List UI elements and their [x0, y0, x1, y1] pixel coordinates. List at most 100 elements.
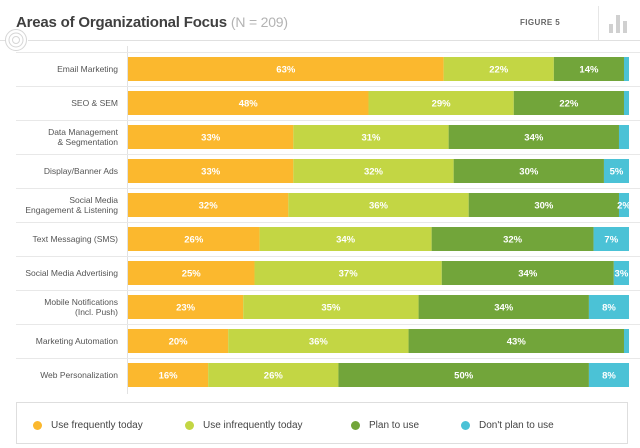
data-label: 34%: [336, 235, 356, 246]
data-label: 3%: [615, 269, 629, 280]
data-label: 8%: [602, 371, 616, 382]
data-label: 26%: [184, 235, 204, 246]
legend-swatch: [33, 420, 42, 430]
data-label: 36%: [369, 201, 389, 212]
bar-segment: [613, 261, 629, 285]
category-label: Social Media Advertising: [25, 268, 118, 278]
data-label: 7%: [604, 235, 618, 246]
category-label: (Incl. Push): [75, 307, 118, 317]
data-label: 26%: [264, 371, 284, 382]
bar-segment: [243, 295, 419, 319]
data-label: 22%: [559, 99, 579, 110]
data-label: 2%: [617, 201, 631, 212]
bar-segment: [368, 91, 514, 115]
category-label: Engagement & Listening: [25, 205, 118, 215]
legend-label: Use frequently today: [51, 419, 143, 431]
legend-label: Plan to use: [369, 419, 420, 431]
data-label: 30%: [534, 201, 554, 212]
data-label: 20%: [169, 337, 189, 348]
data-label: 32%: [503, 235, 523, 246]
legend: Use frequently today Use infrequently to…: [16, 402, 628, 444]
category-label: Data Management: [48, 127, 119, 137]
data-label: 23%: [176, 303, 196, 314]
data-label: 37%: [339, 269, 359, 280]
data-label: 48%: [239, 99, 259, 110]
stacked-bar-chart: Email Marketing 63% 22% 14% SEO & SEM 48% 29% 2…: [0, 46, 640, 394]
data-label: 22%: [489, 65, 509, 76]
bar-segment: [254, 261, 442, 285]
chart-svg: Email Marketing 63% 22% 14% SEO & SEM 48% 29% 2…: [16, 46, 640, 394]
bar-segment: [431, 227, 594, 251]
data-label: 63%: [276, 65, 296, 76]
bar-segment: [208, 363, 339, 387]
bar-segment: [588, 363, 629, 387]
bar-segment: [593, 227, 629, 251]
legend-swatch: [185, 420, 194, 430]
bar-segment: [448, 125, 619, 149]
legend-item-use-infrequently: Use infrequently today: [185, 418, 303, 432]
legend-item-dont-plan-to-use: Don't plan to use: [461, 418, 554, 432]
data-label: 34%: [524, 133, 544, 144]
bar-segment: [618, 125, 629, 149]
target-icon: [5, 29, 27, 51]
header-rule: [28, 40, 640, 41]
header-rule-left: [0, 40, 6, 41]
data-label: 43%: [507, 337, 527, 348]
legend-label: Use infrequently today: [203, 419, 303, 431]
bar-segment: [128, 227, 260, 251]
data-label: 29%: [432, 99, 452, 110]
category-label: SEO & SEM: [71, 98, 118, 108]
bar-segment: [128, 159, 294, 183]
data-label: 34%: [518, 269, 538, 280]
category-label: Marketing Automation: [36, 336, 118, 346]
bar-segment: [128, 193, 289, 217]
bar-segment: [443, 57, 554, 81]
legend-label: Don't plan to use: [479, 419, 554, 431]
bar-segment: [128, 295, 244, 319]
data-label: 25%: [182, 269, 202, 280]
legend-item-use-frequently: Use frequently today: [33, 418, 143, 432]
sample-size-note: (N = 209): [230, 14, 288, 30]
category-label: Text Messaging (SMS): [33, 234, 119, 244]
bar-segment: [228, 329, 409, 353]
bar-segment: [128, 57, 444, 81]
data-label: 5%: [610, 167, 624, 178]
bar-segment: [618, 193, 629, 217]
category-label: Social Media: [69, 195, 118, 205]
chart-header: Areas of Organizational Focus (N = 209) …: [0, 0, 640, 46]
bar-segment: [293, 125, 449, 149]
bar-segment: [603, 159, 629, 183]
legend-item-plan-to-use: Plan to use: [351, 418, 419, 432]
bar-segment: [553, 57, 624, 81]
data-label: 35%: [321, 303, 341, 314]
bar-segment: [441, 261, 614, 285]
data-label: 8%: [602, 303, 616, 314]
category-label: Display/Banner Ads: [44, 166, 118, 176]
bar-segment: [338, 363, 589, 387]
bar-segment: [623, 57, 629, 81]
bar-chart-icon: [609, 15, 627, 33]
category-label: Mobile Notifications: [44, 297, 118, 307]
category-label: Web Personalization: [40, 370, 118, 380]
bar-segment: [468, 193, 619, 217]
bar-segment: [128, 329, 229, 353]
legend-swatch: [461, 420, 470, 430]
legend-swatch: [351, 420, 360, 430]
data-label: 32%: [199, 201, 219, 212]
bar-segment: [128, 125, 294, 149]
chart-title-text: Areas of Organizational Focus: [16, 14, 227, 31]
bar-segment: [259, 227, 432, 251]
bar-segment: [128, 91, 369, 115]
category-label: Email Marketing: [57, 64, 118, 74]
data-label: 36%: [309, 337, 329, 348]
data-label: 14%: [579, 65, 599, 76]
bar-segment: [513, 91, 624, 115]
bar-segment: [408, 329, 624, 353]
bar-segment: [453, 159, 604, 183]
bar-segment: [588, 295, 629, 319]
category-label: & Segmentation: [58, 137, 119, 147]
data-label: 16%: [159, 371, 179, 382]
bar-segment: [418, 295, 589, 319]
bar-segment: [288, 193, 469, 217]
bar-segment: [128, 261, 255, 285]
